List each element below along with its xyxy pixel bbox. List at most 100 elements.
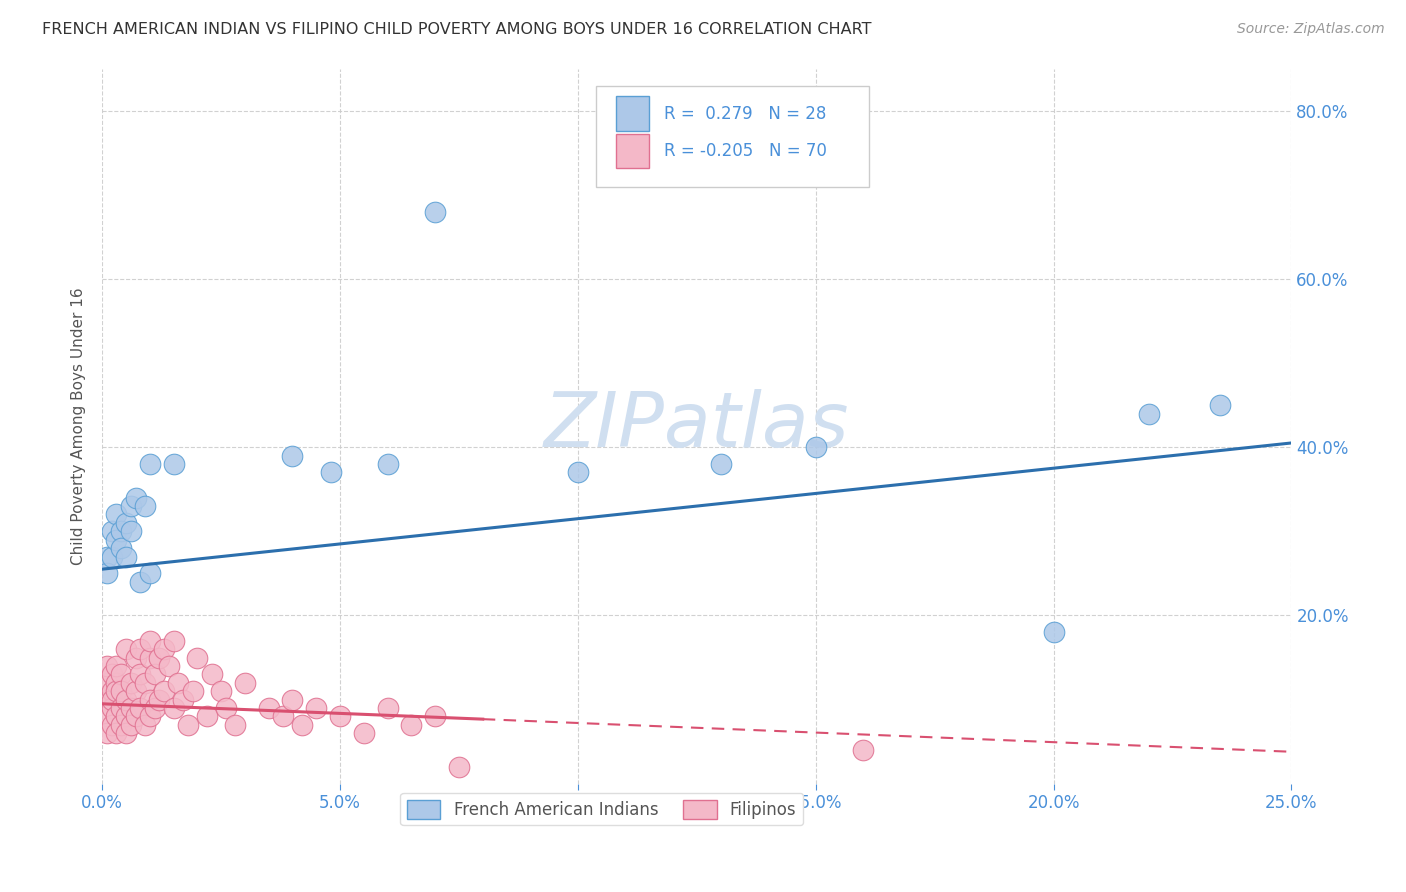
Point (567, 466, 589, 480)
Point (105, 659, 128, 673)
Point (305, 701, 328, 715)
Point (281, 449, 304, 463)
Point (329, 709, 352, 723)
Point (110, 701, 132, 715)
Point (425, 204, 447, 219)
Point (804, 440, 827, 454)
Point (129, 574, 152, 589)
Point (1209, 398, 1232, 412)
Point (148, 692, 170, 706)
Point (143, 667, 166, 681)
Point (139, 633, 162, 648)
Bar (616, 134, 650, 168)
Point (120, 524, 142, 539)
Point (110, 718, 132, 732)
Point (115, 516, 138, 530)
Point (233, 675, 256, 690)
Point (377, 457, 399, 471)
Point (129, 667, 152, 681)
Point (129, 701, 152, 715)
Point (139, 650, 162, 665)
Point (100, 718, 122, 732)
Point (181, 684, 204, 698)
Point (120, 499, 142, 513)
Point (162, 633, 184, 648)
Point (447, 760, 470, 774)
Point (100, 667, 122, 681)
Point (100, 684, 122, 698)
Point (153, 684, 176, 698)
Point (271, 709, 294, 723)
Point (100, 692, 122, 706)
Point (96, 692, 118, 706)
Point (105, 675, 128, 690)
Point (100, 524, 122, 539)
Point (100, 701, 122, 715)
Point (96, 709, 118, 723)
Point (209, 684, 232, 698)
Text: ZIPatlas: ZIPatlas (544, 389, 849, 463)
Point (105, 684, 128, 698)
Point (148, 650, 170, 665)
FancyBboxPatch shape (596, 87, 869, 186)
Point (153, 642, 176, 657)
Point (134, 675, 156, 690)
Point (143, 701, 166, 715)
Point (177, 718, 200, 732)
Point (319, 466, 342, 480)
Point (1042, 625, 1064, 640)
Point (201, 667, 224, 681)
Legend: French American Indians, Filipinos: French American Indians, Filipinos (401, 793, 803, 825)
Point (105, 726, 128, 740)
Point (139, 692, 162, 706)
Point (139, 457, 162, 471)
Point (139, 566, 162, 581)
Point (96, 659, 118, 673)
Y-axis label: Child Poverty Among Boys Under 16: Child Poverty Among Boys Under 16 (72, 287, 86, 565)
Point (186, 650, 208, 665)
Point (96, 549, 118, 564)
Point (129, 642, 152, 657)
Point (115, 709, 138, 723)
Point (215, 701, 238, 715)
Point (115, 549, 138, 564)
Point (134, 499, 156, 513)
Point (124, 709, 146, 723)
Point (162, 457, 184, 471)
Text: R =  0.279   N = 28: R = 0.279 N = 28 (664, 104, 825, 122)
Point (120, 701, 142, 715)
Point (195, 709, 218, 723)
Point (120, 675, 142, 690)
Point (401, 718, 423, 732)
Point (115, 692, 138, 706)
Point (377, 701, 399, 715)
Point (291, 718, 314, 732)
Point (96, 566, 118, 581)
Point (96, 675, 118, 690)
Text: Source: ZipAtlas.com: Source: ZipAtlas.com (1237, 22, 1385, 37)
Point (110, 541, 132, 556)
Point (224, 718, 246, 732)
Point (120, 718, 142, 732)
Point (852, 743, 875, 757)
Point (110, 684, 132, 698)
Point (100, 549, 122, 564)
Point (124, 684, 146, 698)
Point (1137, 407, 1160, 421)
Text: R = -0.205   N = 70: R = -0.205 N = 70 (664, 142, 827, 160)
Point (710, 457, 733, 471)
Point (157, 659, 180, 673)
Point (115, 726, 138, 740)
Point (105, 533, 128, 547)
Point (110, 524, 132, 539)
Point (139, 709, 162, 723)
Point (110, 667, 132, 681)
Point (124, 650, 146, 665)
Point (162, 701, 184, 715)
Bar (616, 96, 650, 131)
Text: FRENCH AMERICAN INDIAN VS FILIPINO CHILD POVERTY AMONG BOYS UNDER 16 CORRELATION: FRENCH AMERICAN INDIAN VS FILIPINO CHILD… (42, 22, 872, 37)
Point (105, 508, 128, 522)
Point (134, 718, 156, 732)
Point (96, 726, 118, 740)
Point (353, 726, 375, 740)
